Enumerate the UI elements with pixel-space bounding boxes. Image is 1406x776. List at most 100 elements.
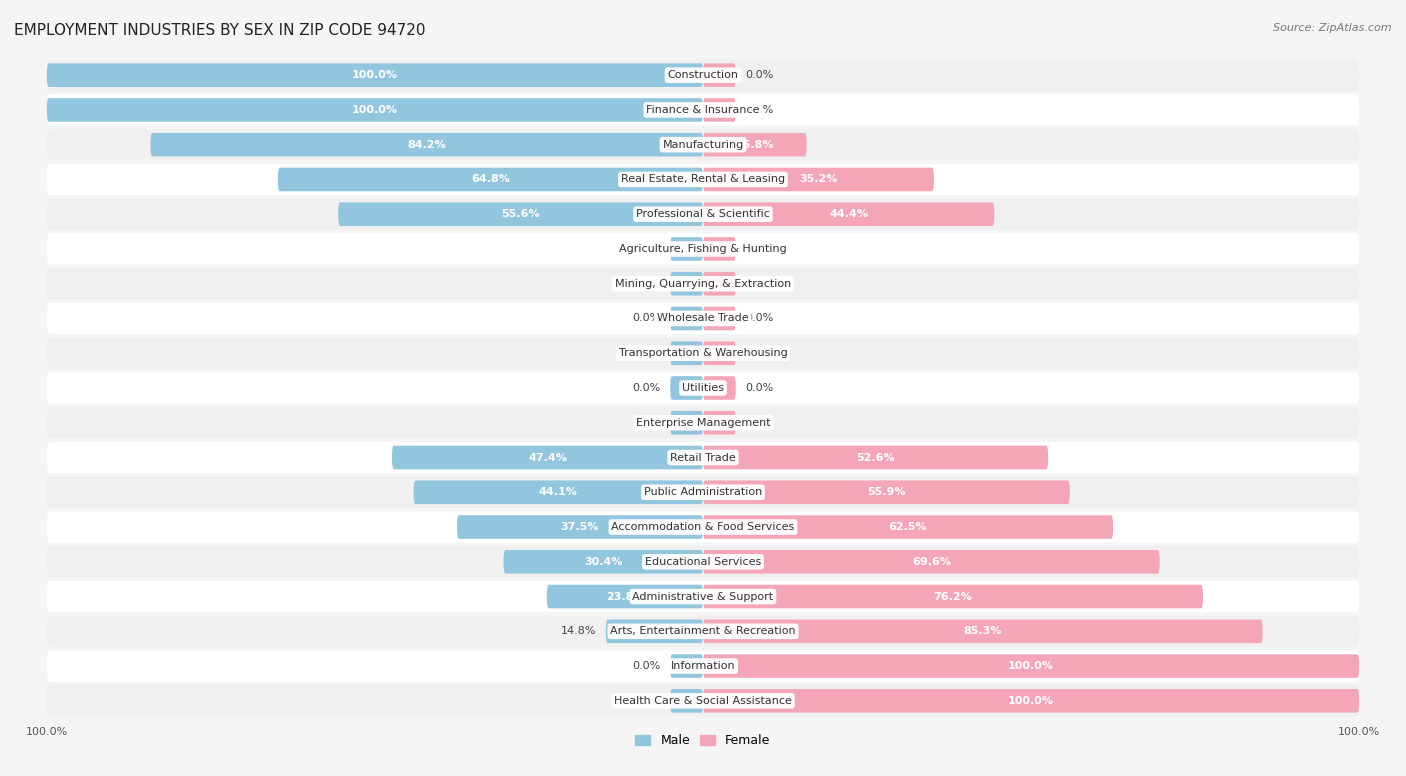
Text: 64.8%: 64.8%: [471, 175, 510, 185]
FancyBboxPatch shape: [46, 442, 1360, 473]
Text: 85.3%: 85.3%: [963, 626, 1002, 636]
Text: Arts, Entertainment & Recreation: Arts, Entertainment & Recreation: [610, 626, 796, 636]
Text: 62.5%: 62.5%: [889, 522, 928, 532]
Text: Accommodation & Food Services: Accommodation & Food Services: [612, 522, 794, 532]
Text: Information: Information: [671, 661, 735, 671]
FancyBboxPatch shape: [606, 619, 703, 643]
Text: 0.0%: 0.0%: [745, 105, 773, 115]
Text: Finance & Insurance: Finance & Insurance: [647, 105, 759, 115]
FancyBboxPatch shape: [703, 272, 735, 296]
FancyBboxPatch shape: [46, 650, 1360, 681]
FancyBboxPatch shape: [671, 654, 703, 678]
Text: 0.0%: 0.0%: [633, 383, 661, 393]
Text: 0.0%: 0.0%: [633, 279, 661, 289]
FancyBboxPatch shape: [703, 550, 1160, 573]
Text: 69.6%: 69.6%: [912, 557, 950, 566]
Text: 84.2%: 84.2%: [408, 140, 446, 150]
FancyBboxPatch shape: [703, 98, 735, 122]
Text: Administrative & Support: Administrative & Support: [633, 591, 773, 601]
FancyBboxPatch shape: [46, 60, 1360, 91]
Text: 55.6%: 55.6%: [502, 210, 540, 219]
Text: 0.0%: 0.0%: [745, 70, 773, 80]
FancyBboxPatch shape: [150, 133, 703, 157]
Text: 30.4%: 30.4%: [583, 557, 623, 566]
Text: Professional & Scientific: Professional & Scientific: [636, 210, 770, 219]
FancyBboxPatch shape: [46, 164, 1360, 195]
FancyBboxPatch shape: [703, 203, 994, 226]
Text: Agriculture, Fishing & Hunting: Agriculture, Fishing & Hunting: [619, 244, 787, 254]
Text: 35.2%: 35.2%: [799, 175, 838, 185]
Text: 15.8%: 15.8%: [735, 140, 775, 150]
FancyBboxPatch shape: [46, 303, 1360, 334]
Text: Manufacturing: Manufacturing: [662, 140, 744, 150]
FancyBboxPatch shape: [703, 133, 807, 157]
FancyBboxPatch shape: [703, 411, 735, 435]
Text: Wholesale Trade: Wholesale Trade: [657, 314, 749, 324]
FancyBboxPatch shape: [671, 376, 703, 400]
FancyBboxPatch shape: [671, 689, 703, 712]
Text: 100.0%: 100.0%: [352, 105, 398, 115]
FancyBboxPatch shape: [703, 619, 1263, 643]
Text: 0.0%: 0.0%: [633, 417, 661, 428]
FancyBboxPatch shape: [703, 654, 1360, 678]
Text: 44.4%: 44.4%: [830, 210, 868, 219]
FancyBboxPatch shape: [46, 268, 1360, 300]
Text: 52.6%: 52.6%: [856, 452, 894, 462]
FancyBboxPatch shape: [503, 550, 703, 573]
Text: 100.0%: 100.0%: [1008, 661, 1054, 671]
Text: 0.0%: 0.0%: [745, 244, 773, 254]
Text: 37.5%: 37.5%: [561, 522, 599, 532]
FancyBboxPatch shape: [46, 95, 1360, 126]
Text: 100.0%: 100.0%: [352, 70, 398, 80]
Text: 0.0%: 0.0%: [633, 696, 661, 706]
Text: 100.0%: 100.0%: [1008, 696, 1054, 706]
FancyBboxPatch shape: [457, 515, 703, 539]
FancyBboxPatch shape: [339, 203, 703, 226]
FancyBboxPatch shape: [703, 341, 735, 365]
Text: 44.1%: 44.1%: [538, 487, 578, 497]
Text: Health Care & Social Assistance: Health Care & Social Assistance: [614, 696, 792, 706]
FancyBboxPatch shape: [46, 338, 1360, 369]
FancyBboxPatch shape: [703, 445, 1047, 469]
FancyBboxPatch shape: [671, 307, 703, 331]
FancyBboxPatch shape: [703, 585, 1204, 608]
FancyBboxPatch shape: [413, 480, 703, 504]
FancyBboxPatch shape: [703, 480, 1070, 504]
FancyBboxPatch shape: [46, 64, 703, 87]
Text: 0.0%: 0.0%: [633, 314, 661, 324]
FancyBboxPatch shape: [671, 237, 703, 261]
Text: 0.0%: 0.0%: [633, 244, 661, 254]
FancyBboxPatch shape: [46, 615, 1360, 647]
FancyBboxPatch shape: [703, 307, 735, 331]
FancyBboxPatch shape: [703, 64, 735, 87]
Text: 0.0%: 0.0%: [633, 348, 661, 359]
FancyBboxPatch shape: [46, 407, 1360, 438]
Text: Source: ZipAtlas.com: Source: ZipAtlas.com: [1274, 23, 1392, 33]
Text: Educational Services: Educational Services: [645, 557, 761, 566]
FancyBboxPatch shape: [703, 376, 735, 400]
FancyBboxPatch shape: [46, 129, 1360, 161]
Text: 0.0%: 0.0%: [633, 661, 661, 671]
FancyBboxPatch shape: [671, 411, 703, 435]
FancyBboxPatch shape: [392, 445, 703, 469]
FancyBboxPatch shape: [703, 237, 735, 261]
FancyBboxPatch shape: [703, 168, 934, 191]
Text: 76.2%: 76.2%: [934, 591, 973, 601]
FancyBboxPatch shape: [671, 272, 703, 296]
Text: Real Estate, Rental & Leasing: Real Estate, Rental & Leasing: [621, 175, 785, 185]
Text: Construction: Construction: [668, 70, 738, 80]
Text: 23.8%: 23.8%: [606, 591, 644, 601]
Text: EMPLOYMENT INDUSTRIES BY SEX IN ZIP CODE 94720: EMPLOYMENT INDUSTRIES BY SEX IN ZIP CODE…: [14, 23, 426, 38]
Text: 0.0%: 0.0%: [745, 383, 773, 393]
FancyBboxPatch shape: [46, 98, 703, 122]
FancyBboxPatch shape: [703, 515, 1114, 539]
FancyBboxPatch shape: [46, 234, 1360, 265]
Text: 0.0%: 0.0%: [745, 348, 773, 359]
FancyBboxPatch shape: [671, 341, 703, 365]
Text: Retail Trade: Retail Trade: [671, 452, 735, 462]
FancyBboxPatch shape: [703, 689, 1360, 712]
Text: Enterprise Management: Enterprise Management: [636, 417, 770, 428]
Text: Utilities: Utilities: [682, 383, 724, 393]
Text: 14.8%: 14.8%: [561, 626, 596, 636]
Text: 47.4%: 47.4%: [529, 452, 567, 462]
